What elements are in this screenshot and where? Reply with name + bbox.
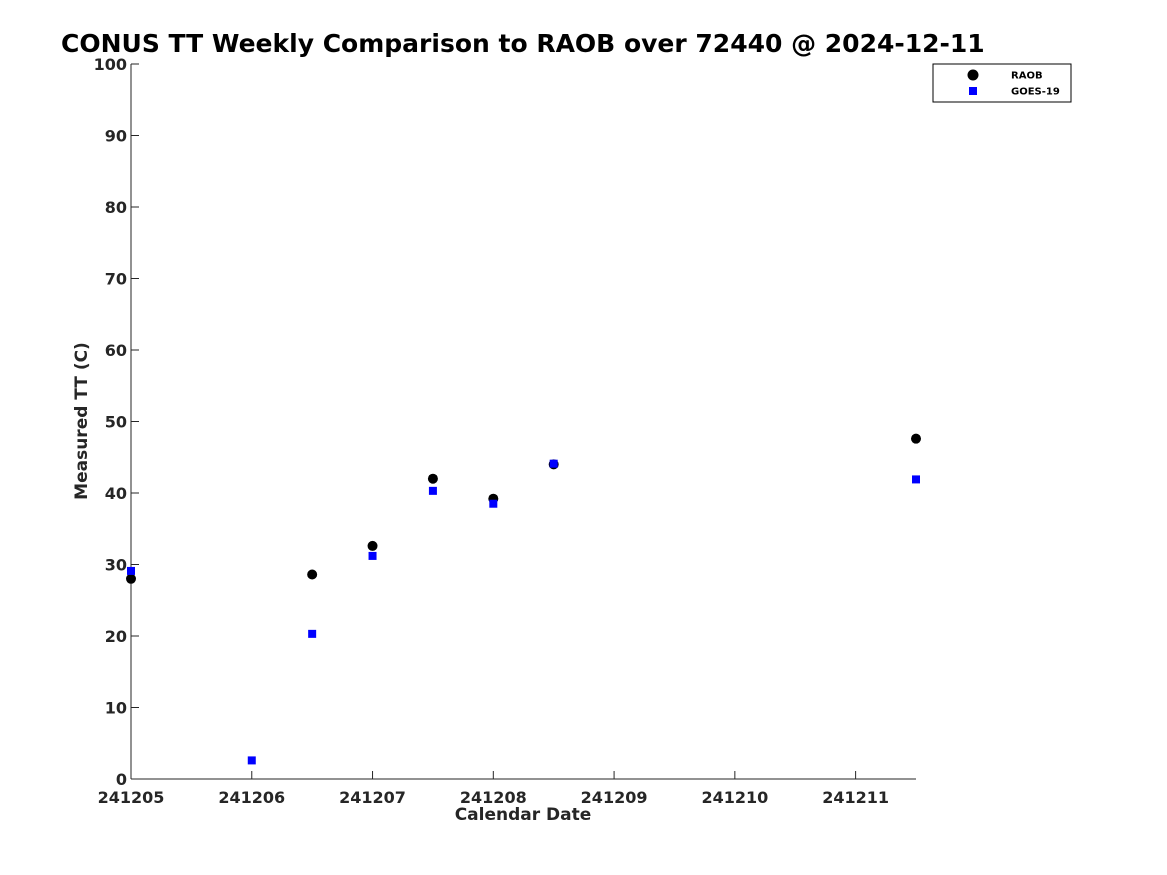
y-axis-label: Measured TT (C) (72, 342, 92, 500)
legend-box (932, 63, 1072, 103)
data-point-raob (307, 569, 318, 580)
x-tick-label: 241209 (581, 788, 648, 807)
y-tick-label: 20 (105, 627, 127, 646)
data-point-goes-19 (247, 756, 256, 765)
y-tick-label: 0 (116, 770, 127, 789)
y-tick-label: 70 (105, 270, 127, 289)
data-point-goes-19 (428, 486, 437, 495)
chart-title: CONUS TT Weekly Comparison to RAOB over … (61, 29, 985, 58)
data-point-goes-19 (489, 499, 498, 508)
x-tick-label: 241208 (460, 788, 527, 807)
data-point-goes-19 (549, 459, 558, 468)
y-tick-label: 50 (105, 413, 127, 432)
y-tick-label: 30 (105, 556, 127, 575)
x-ticks: 241205 241206 241207 241208 241209 241210 2412… (98, 771, 889, 807)
legend-label-goes-19: GOES-19 (1011, 87, 1060, 98)
data-point-goes-19 (912, 475, 920, 484)
data-point-raob (126, 573, 136, 584)
x-tick-label: 241206 (218, 788, 285, 807)
legend-marker-raob (967, 69, 979, 81)
legend-marker-goes-19 (969, 87, 977, 95)
data-point-raob (427, 473, 438, 484)
x-tick-label: 241205 (98, 788, 165, 807)
y-tick-label: 80 (105, 198, 127, 217)
x-axis-label: Calendar Date (455, 805, 592, 825)
axes (130, 64, 916, 780)
legend-label-raob: RAOB (1011, 71, 1043, 82)
y-ticks: 0 10 20 30 40 50 60 70 80 90 100 (94, 55, 139, 789)
x-tick-label: 241211 (822, 788, 889, 807)
data-point-goes-19 (368, 551, 377, 560)
data-point-raob (911, 433, 921, 444)
x-tick-label: 241207 (339, 788, 406, 807)
legend: RAOB GOES-19 (932, 63, 1072, 103)
y-tick-label: 100 (94, 55, 127, 74)
y-tick-label: 60 (105, 341, 127, 360)
x-tick-label: 241210 (701, 788, 768, 807)
y-tick-label: 10 (105, 699, 127, 718)
y-tick-label: 40 (105, 484, 127, 503)
y-tick-label: 90 (105, 127, 127, 146)
data-point-raob (367, 540, 378, 551)
data-points (126, 433, 921, 765)
data-point-goes-19 (308, 629, 317, 638)
data-point-goes-19 (127, 566, 135, 575)
